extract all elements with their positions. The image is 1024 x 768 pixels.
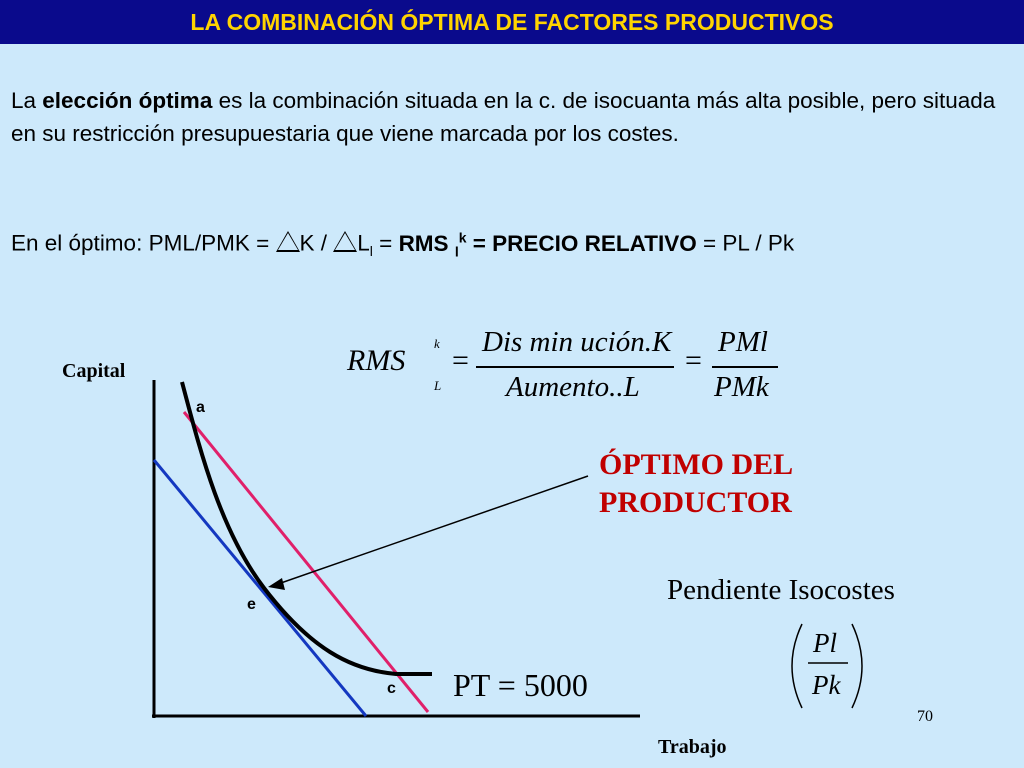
- production-total-label: PT = 5000: [453, 667, 588, 703]
- arrow-head: [268, 578, 285, 590]
- optimum-condition: En el óptimo: PML/PMK = K / Ll = RMS lk …: [11, 229, 795, 259]
- fraction-bar-2: [712, 366, 778, 368]
- point-a-label: a: [196, 399, 205, 416]
- formula-numerator: Dis min ución.K: [482, 326, 672, 358]
- formula-denominator: Aumento..L: [506, 371, 640, 403]
- formula-denominator-2: PMk: [714, 371, 769, 403]
- page-number: 70: [917, 708, 933, 725]
- fraction-bar: [476, 366, 674, 368]
- formula-eq2: =: [685, 344, 702, 377]
- point-e-label: e: [247, 596, 256, 613]
- x-axis-label: Trabajo: [658, 736, 727, 758]
- slope-numerator: Pl: [813, 628, 837, 658]
- formula-sup: k: [434, 336, 440, 351]
- y-axis-label: Capital: [62, 360, 126, 382]
- formula-sub: L: [434, 378, 442, 393]
- slide-title: LA COMBINACIÓN ÓPTIMA DE FACTORES PRODUC…: [0, 0, 1024, 44]
- delta-icon: [333, 230, 358, 252]
- intro-paragraph: La elección óptima es la combinación sit…: [11, 88, 996, 146]
- formula-eq1: =: [452, 344, 469, 377]
- optimum-arrow: [277, 475, 589, 585]
- slope-denominator: Pk: [812, 670, 841, 700]
- isoquant-curve: [180, 381, 432, 676]
- point-c-label: c: [387, 680, 396, 697]
- optimum-label: ÓPTIMO DEL PRODUCTOR: [599, 448, 794, 519]
- formula-numerator-2: PMl: [718, 326, 768, 358]
- delta-icon: [275, 230, 300, 252]
- isocost-low-line: [152, 459, 368, 717]
- slope-label: Pendiente Isocostes: [667, 574, 895, 606]
- formula-rms: RMS: [347, 344, 406, 377]
- isocost-high-line: [182, 411, 430, 713]
